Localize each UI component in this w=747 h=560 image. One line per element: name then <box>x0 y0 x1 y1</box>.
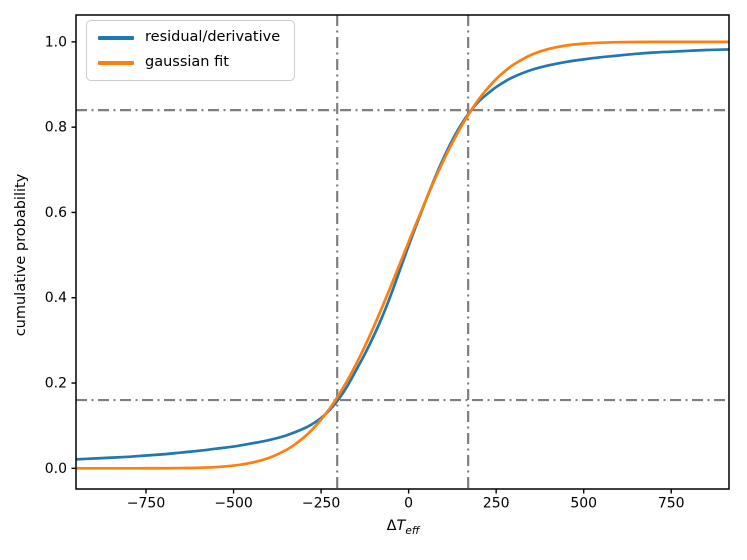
x-tick-label: 750 <box>658 496 685 512</box>
x-tick-label: −500 <box>214 496 252 512</box>
y-tick-label: 0.6 <box>45 205 67 221</box>
curve-residual-derivative <box>76 48 729 461</box>
x-tick-label: 500 <box>570 496 597 512</box>
legend-label: residual/derivative <box>145 29 281 45</box>
legend: residual/derivative gaussian fit <box>86 20 296 81</box>
y-tick-label: 0.4 <box>45 290 67 306</box>
axes-frame <box>75 14 730 490</box>
x-axis-label-letter: T <box>396 518 406 534</box>
y-axis-label: cumulative probability <box>13 173 29 337</box>
y-tick-label: 1.0 <box>45 34 67 50</box>
y-tick-label: 0.0 <box>45 461 67 477</box>
x-axis-label: ΔTeff <box>387 518 420 537</box>
legend-item-gaussian: gaussian fit <box>98 53 280 71</box>
legend-line-sample-orange <box>98 61 134 65</box>
x-tick-label: 250 <box>483 496 510 512</box>
x-tick-label: −750 <box>127 496 165 512</box>
y-tick-label: 0.2 <box>45 376 67 392</box>
legend-line-sample-blue <box>98 36 134 40</box>
delta-symbol: Δ <box>386 518 397 534</box>
x-axis-label-subscript: eff <box>405 524 420 537</box>
x-tick-label: 0 <box>404 496 413 512</box>
x-tick-label: −250 <box>302 496 340 512</box>
legend-label: gaussian fit <box>145 53 229 70</box>
y-tick-label: 0.8 <box>45 120 67 136</box>
legend-item-residual: residual/derivative <box>98 29 281 46</box>
curve-gaussian-fit <box>76 40 729 470</box>
